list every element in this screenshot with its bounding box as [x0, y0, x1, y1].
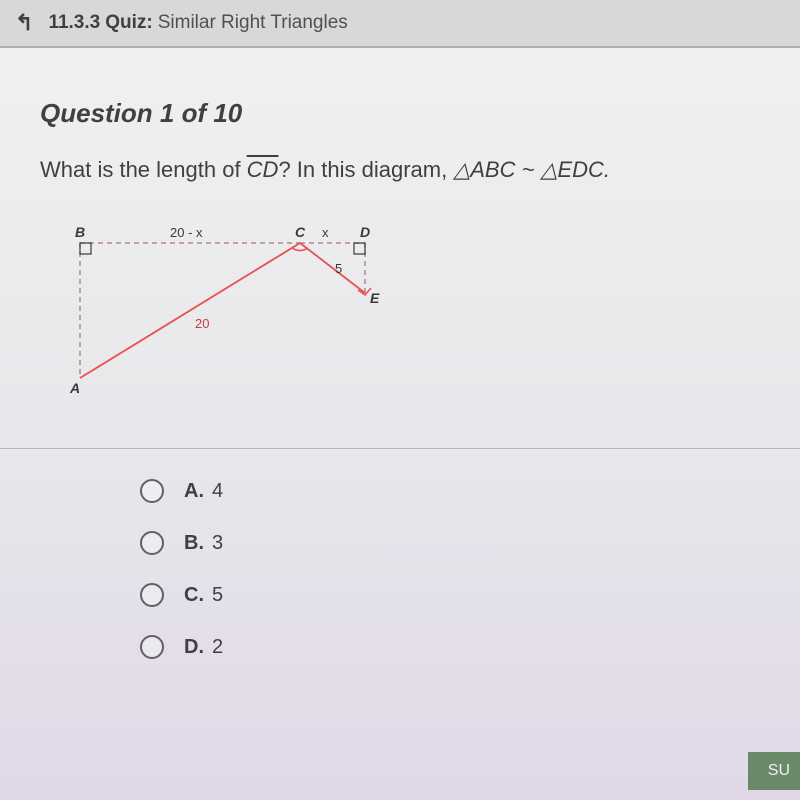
radio-c[interactable]	[140, 583, 164, 607]
question-text-start: What is the length of	[40, 157, 247, 182]
segment-cd: CD	[247, 157, 279, 182]
triangle-diagram: B A C D E 20 - x x 5 20	[60, 223, 420, 403]
option-b-value: 3	[212, 532, 223, 555]
label-a: A	[69, 380, 80, 396]
option-b-letter: B.	[184, 532, 204, 555]
radio-b[interactable]	[140, 531, 164, 555]
option-c-value: 5	[212, 584, 223, 607]
right-angle-d	[354, 243, 365, 254]
label-c: C	[295, 224, 306, 240]
similarity-statement: △ABC ~ △EDC.	[453, 157, 610, 182]
quiz-header: ↰ 11.3.3 Quiz: Similar Right Triangles	[0, 0, 800, 48]
option-c-letter: C.	[184, 584, 204, 607]
options-list: A. 4 B. 3 C. 5 D. 2	[140, 479, 760, 659]
question-text: What is the length of CD? In this diagra…	[40, 157, 760, 183]
quiz-number: 11.3.3	[48, 12, 100, 34]
label-de-length: 5	[335, 261, 342, 276]
line-ac	[80, 243, 300, 378]
option-a-letter: A.	[184, 480, 204, 503]
label-cd-length: x	[322, 225, 329, 240]
option-a-value: 4	[212, 480, 223, 503]
option-d-letter: D.	[184, 636, 204, 659]
quiz-title: Similar Right Triangles	[158, 12, 348, 34]
question-text-mid: ? In this diagram,	[278, 157, 453, 182]
submit-button[interactable]: SU	[748, 752, 800, 790]
right-angle-b	[80, 243, 91, 254]
label-d: D	[360, 224, 370, 240]
option-d-value: 2	[212, 636, 223, 659]
label-b: B	[75, 224, 85, 240]
radio-d[interactable]	[140, 635, 164, 659]
line-ce	[300, 243, 365, 293]
label-bc-length: 20 - x	[170, 225, 203, 240]
content-area: Question 1 of 10 What is the length of C…	[0, 48, 800, 800]
quiz-label: Quiz:	[105, 12, 153, 34]
option-c[interactable]: C. 5	[140, 583, 760, 607]
divider	[0, 448, 800, 449]
back-icon[interactable]: ↰	[15, 10, 33, 36]
option-a[interactable]: A. 4	[140, 479, 760, 503]
option-b[interactable]: B. 3	[140, 531, 760, 555]
label-ac-length: 20	[195, 316, 209, 331]
question-number-label: Question 1 of 10	[40, 98, 760, 129]
label-e: E	[370, 290, 380, 306]
option-d[interactable]: D. 2	[140, 635, 760, 659]
radio-a[interactable]	[140, 479, 164, 503]
